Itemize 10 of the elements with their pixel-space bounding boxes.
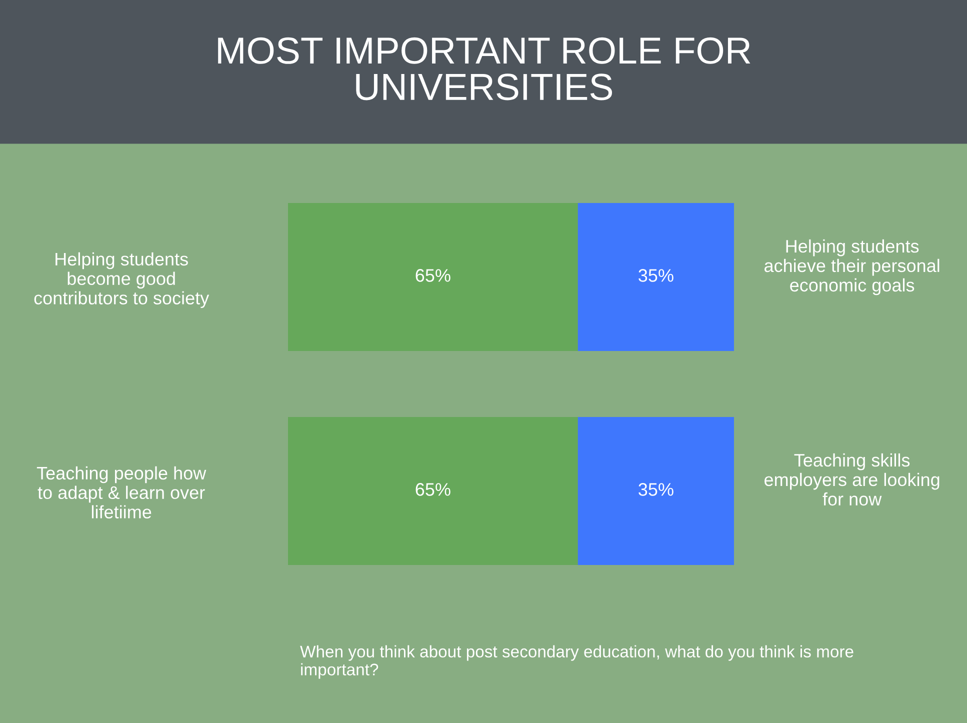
text: When you think about post secondary education, what do you think is more important? bbox=[300, 645, 854, 679]
data-label: 65% bbox=[416, 269, 450, 282]
chart-title: MOST IMPORTANT ROLE FOR UNIVERSITIES bbox=[218, 37, 750, 100]
annotation: Teaching skills employers are looking for now bbox=[764, 453, 940, 506]
y-tick-label: Teaching people how to adapt & learn over lifetiime bbox=[36, 466, 206, 518]
data-label: 35% bbox=[638, 483, 674, 496]
data-label: 65% bbox=[416, 483, 450, 496]
data-label: 35% bbox=[638, 269, 674, 282]
annotation: Helping students achieve their personal economic goals bbox=[764, 239, 940, 296]
y-tick-label: Helping students become good contributors to society bbox=[34, 252, 210, 308]
